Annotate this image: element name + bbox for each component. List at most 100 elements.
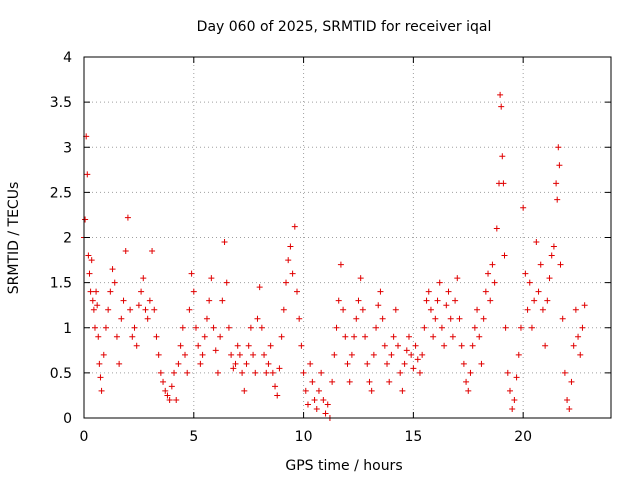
data-point bbox=[408, 351, 415, 358]
data-point bbox=[489, 261, 496, 268]
data-point bbox=[98, 387, 105, 394]
data-point bbox=[135, 302, 142, 309]
data-point bbox=[197, 360, 204, 367]
data-point bbox=[94, 302, 101, 309]
data-point bbox=[351, 333, 358, 340]
data-point bbox=[184, 369, 191, 376]
data-point bbox=[353, 315, 360, 322]
data-point bbox=[166, 396, 173, 403]
data-point bbox=[201, 333, 208, 340]
data-point bbox=[357, 275, 364, 282]
data-point bbox=[520, 204, 527, 211]
data-point bbox=[557, 261, 564, 268]
x-axis-label: GPS time / hours bbox=[285, 458, 402, 474]
data-point bbox=[381, 342, 388, 349]
data-point bbox=[513, 374, 520, 381]
data-point bbox=[129, 333, 136, 340]
data-point bbox=[517, 324, 524, 331]
data-point bbox=[234, 342, 241, 349]
data-point bbox=[526, 279, 533, 286]
y-tick-label: 1.5 bbox=[50, 276, 72, 292]
data-point bbox=[384, 360, 391, 367]
data-point bbox=[556, 162, 563, 169]
data-point bbox=[95, 333, 102, 340]
data-point bbox=[441, 342, 448, 349]
data-point bbox=[553, 180, 560, 187]
y-tick-label: 3 bbox=[63, 140, 72, 156]
data-point bbox=[272, 383, 279, 390]
data-point bbox=[337, 261, 344, 268]
data-point bbox=[96, 360, 103, 367]
data-point bbox=[179, 324, 186, 331]
data-point bbox=[559, 315, 566, 322]
data-point bbox=[412, 342, 419, 349]
data-point bbox=[471, 324, 478, 331]
data-point bbox=[140, 275, 147, 282]
data-point bbox=[90, 306, 97, 313]
data-point bbox=[340, 306, 347, 313]
data-point bbox=[463, 378, 470, 385]
data-point bbox=[203, 315, 210, 322]
data-point bbox=[164, 392, 171, 399]
data-point bbox=[401, 360, 408, 367]
data-point bbox=[579, 324, 586, 331]
data-point bbox=[175, 360, 182, 367]
data-point bbox=[89, 297, 96, 304]
data-point bbox=[377, 288, 384, 295]
data-point bbox=[217, 333, 224, 340]
data-point bbox=[544, 297, 551, 304]
data-point bbox=[476, 333, 483, 340]
data-point bbox=[313, 405, 320, 412]
data-point bbox=[395, 342, 402, 349]
data-point bbox=[416, 369, 423, 376]
data-point bbox=[344, 360, 351, 367]
data-point bbox=[155, 351, 162, 358]
data-point bbox=[192, 324, 199, 331]
data-point bbox=[307, 360, 314, 367]
data-point bbox=[223, 279, 230, 286]
data-point bbox=[537, 261, 544, 268]
data-point bbox=[386, 378, 393, 385]
data-point bbox=[397, 369, 404, 376]
data-point bbox=[230, 365, 237, 372]
data-point bbox=[86, 270, 93, 277]
data-point bbox=[480, 315, 487, 322]
data-point bbox=[485, 270, 492, 277]
data-point bbox=[116, 360, 123, 367]
data-point bbox=[430, 333, 437, 340]
data-point bbox=[436, 279, 443, 286]
data-point bbox=[414, 356, 421, 363]
data-point bbox=[524, 306, 531, 313]
data-point bbox=[331, 351, 338, 358]
data-point bbox=[388, 351, 395, 358]
y-axis-label: SRMTID / TECUs bbox=[6, 182, 22, 295]
data-point bbox=[447, 315, 454, 322]
data-point bbox=[375, 302, 382, 309]
data-point bbox=[577, 351, 584, 358]
data-point bbox=[315, 387, 322, 394]
data-point bbox=[506, 387, 513, 394]
data-point bbox=[190, 288, 197, 295]
data-point bbox=[261, 351, 268, 358]
data-point bbox=[509, 405, 516, 412]
data-point bbox=[410, 365, 417, 372]
data-point bbox=[456, 315, 463, 322]
data-point bbox=[177, 342, 184, 349]
data-point bbox=[149, 248, 156, 255]
data-point bbox=[109, 266, 116, 273]
y-tick-label: 3.5 bbox=[50, 95, 72, 111]
data-point bbox=[359, 306, 366, 313]
x-tick-label: 0 bbox=[80, 429, 89, 445]
data-point bbox=[564, 396, 571, 403]
data-point bbox=[138, 288, 145, 295]
data-point bbox=[199, 351, 206, 358]
data-point bbox=[195, 342, 202, 349]
data-point bbox=[265, 360, 272, 367]
data-point bbox=[293, 288, 300, 295]
data-point bbox=[84, 171, 91, 178]
x-tick-label: 15 bbox=[404, 429, 422, 445]
data-point bbox=[566, 405, 573, 412]
data-point bbox=[214, 369, 221, 376]
